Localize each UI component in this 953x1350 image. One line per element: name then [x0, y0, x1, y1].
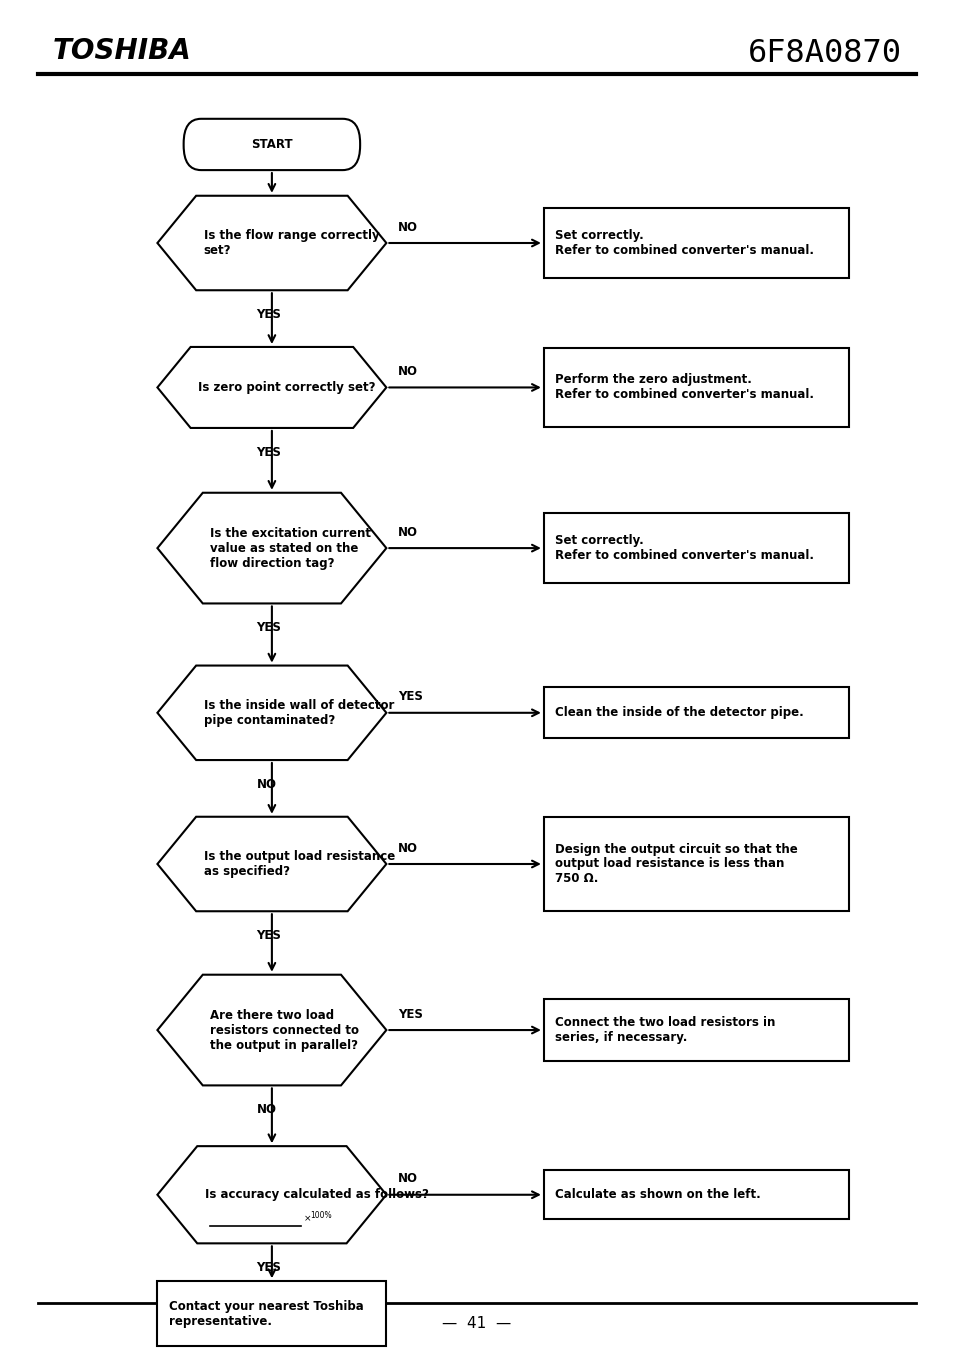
Text: Clean the inside of the detector pipe.: Clean the inside of the detector pipe.: [555, 706, 803, 720]
FancyBboxPatch shape: [543, 513, 848, 583]
Text: NO: NO: [397, 364, 417, 378]
Text: Connect the two load resistors in
series, if necessary.: Connect the two load resistors in series…: [555, 1017, 775, 1044]
Polygon shape: [157, 347, 386, 428]
Text: YES: YES: [397, 1007, 422, 1021]
Text: —  41  —: — 41 —: [442, 1315, 511, 1331]
Text: TOSHIBA: TOSHIBA: [52, 38, 191, 65]
Text: Is accuracy calculated as follows?: Is accuracy calculated as follows?: [205, 1188, 428, 1202]
Text: Is zero point correctly set?: Is zero point correctly set?: [198, 381, 375, 394]
Polygon shape: [157, 196, 386, 290]
Text: Are there two load
resistors connected to
the output in parallel?: Are there two load resistors connected t…: [211, 1008, 359, 1052]
Text: Is the output load resistance
as specified?: Is the output load resistance as specifi…: [204, 850, 395, 878]
Text: START: START: [251, 138, 293, 151]
Text: YES: YES: [256, 929, 281, 942]
FancyBboxPatch shape: [543, 817, 848, 911]
Text: NO: NO: [256, 1103, 276, 1116]
Polygon shape: [157, 666, 386, 760]
FancyBboxPatch shape: [543, 999, 848, 1061]
Text: Design the output circuit so that the
output load resistance is less than
750 Ω.: Design the output circuit so that the ou…: [555, 842, 797, 886]
Text: YES: YES: [397, 690, 422, 703]
FancyBboxPatch shape: [543, 348, 848, 427]
Text: Contact your nearest Toshiba
representative.: Contact your nearest Toshiba representat…: [169, 1300, 363, 1327]
FancyBboxPatch shape: [543, 208, 848, 278]
Text: NO: NO: [256, 778, 276, 791]
Text: Set correctly.
Refer to combined converter's manual.: Set correctly. Refer to combined convert…: [555, 230, 813, 256]
Text: YES: YES: [256, 446, 281, 459]
Text: YES: YES: [256, 308, 281, 321]
Text: NO: NO: [397, 525, 417, 539]
Text: Is the inside wall of detector
pipe contaminated?: Is the inside wall of detector pipe cont…: [204, 699, 394, 726]
FancyBboxPatch shape: [183, 119, 359, 170]
Text: Calculate as shown on the left.: Calculate as shown on the left.: [555, 1188, 760, 1202]
Text: NO: NO: [397, 1172, 417, 1185]
Text: ×: ×: [303, 1214, 311, 1223]
Text: 6F8A0870: 6F8A0870: [747, 39, 901, 69]
Text: Is the excitation current
value as stated on the
flow direction tag?: Is the excitation current value as state…: [211, 526, 371, 570]
FancyBboxPatch shape: [543, 687, 848, 738]
Text: Is the flow range correctly
set?: Is the flow range correctly set?: [204, 230, 379, 256]
Text: Set correctly.
Refer to combined converter's manual.: Set correctly. Refer to combined convert…: [555, 535, 813, 562]
FancyBboxPatch shape: [157, 1281, 386, 1346]
Text: NO: NO: [397, 220, 417, 234]
Polygon shape: [157, 817, 386, 911]
FancyBboxPatch shape: [543, 1170, 848, 1219]
Text: 100%: 100%: [310, 1211, 332, 1220]
Text: NO: NO: [397, 841, 417, 855]
Polygon shape: [157, 493, 386, 603]
Text: Perform the zero adjustment.
Refer to combined converter's manual.: Perform the zero adjustment. Refer to co…: [555, 374, 813, 401]
Text: YES: YES: [256, 1261, 281, 1274]
Polygon shape: [157, 1146, 386, 1243]
Polygon shape: [157, 975, 386, 1085]
Text: YES: YES: [256, 621, 281, 634]
